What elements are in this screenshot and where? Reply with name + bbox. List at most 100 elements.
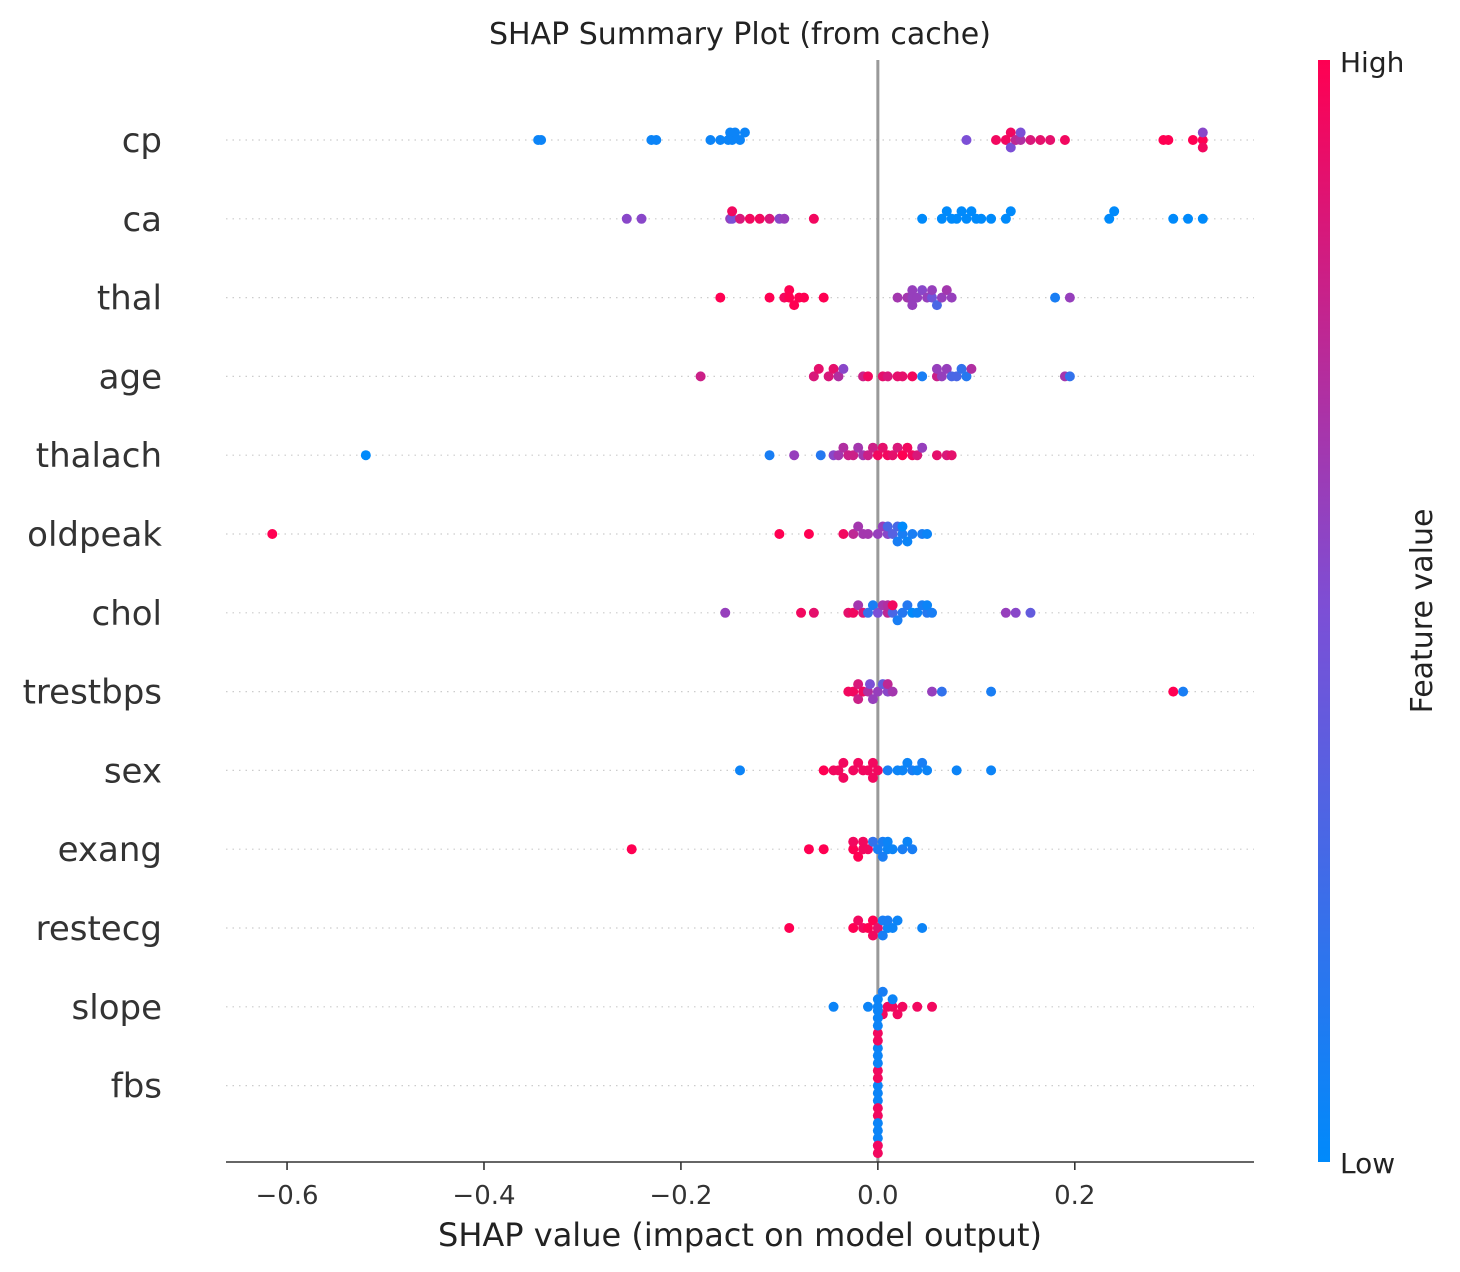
shap-point: [892, 1009, 903, 1020]
shap-point: [872, 1050, 883, 1061]
shap-point: [872, 1013, 883, 1024]
shap-point: [853, 679, 864, 690]
shap-point: [936, 213, 947, 224]
shap-point: [941, 285, 952, 296]
shap-point: [902, 442, 913, 453]
shap-point: [892, 536, 903, 547]
shap-point: [818, 844, 829, 855]
shap-point: [936, 686, 947, 697]
shap-point: [863, 686, 874, 697]
shap-point: [927, 686, 938, 697]
shap-point: [872, 1035, 883, 1046]
shap-point: [1025, 135, 1036, 145]
feature-label-exang: exang: [58, 830, 162, 870]
shap-point: [833, 765, 844, 776]
shap-point: [887, 607, 898, 618]
shap-point: [872, 1110, 883, 1121]
shap-point: [872, 686, 883, 697]
shap-point: [897, 607, 908, 618]
shap-point: [927, 285, 938, 296]
shap-point: [808, 213, 819, 224]
shap-point: [917, 285, 928, 296]
shap-point: [1187, 135, 1198, 145]
feature-label-cp: cp: [122, 121, 162, 161]
shap-point: [864, 679, 875, 690]
shap-point: [867, 772, 878, 783]
shap-point: [651, 135, 662, 145]
shap-point: [917, 923, 928, 933]
shap-point: [848, 923, 859, 933]
shap-point: [1168, 686, 1179, 697]
shap-point: [715, 135, 726, 145]
shap-point: [764, 213, 775, 224]
shap-point: [887, 686, 898, 697]
shap-point: [715, 292, 726, 303]
shap-point: [867, 915, 878, 926]
shap-point: [735, 213, 745, 224]
x-axis-label: SHAP value (impact on model output): [438, 1216, 1042, 1254]
shap-point: [1197, 142, 1208, 153]
feature-rows: cp ca thal age thalach oldpeak chol trestbps sex…: [23, 121, 1254, 1107]
shap-point: [727, 135, 738, 145]
shap-point: [892, 292, 903, 303]
shap-point: [789, 300, 800, 311]
shap-point: [887, 844, 898, 855]
shap-point: [803, 529, 814, 539]
shap-point: [961, 213, 972, 224]
shap-point: [813, 363, 824, 374]
shap-point: [803, 844, 814, 855]
shap-point: [1050, 292, 1061, 303]
shap-point: [877, 851, 888, 862]
shap-point: [727, 206, 738, 217]
shap-point: [848, 686, 859, 697]
feature-label-ca: ca: [122, 200, 162, 240]
feature-label-thalach: thalach: [36, 436, 162, 476]
shap-point: [789, 450, 800, 461]
shap-point: [872, 1005, 883, 1016]
shap-point: [853, 521, 864, 532]
shap-point: [956, 363, 967, 374]
shap-point: [536, 135, 547, 145]
shap-point: [863, 607, 874, 618]
shap-point: [897, 765, 908, 776]
shap-point: [1197, 135, 1208, 145]
shap-point: [784, 923, 795, 933]
shap-point: [917, 371, 928, 382]
shap-point: [867, 757, 878, 768]
shap-point: [1163, 135, 1174, 145]
shap-point: [872, 844, 883, 855]
shap-point: [720, 607, 731, 618]
shap-point: [897, 529, 908, 539]
shap-point: [1010, 607, 1021, 618]
shap-point: [887, 994, 898, 1005]
shap-point: [872, 1133, 883, 1144]
shap-point: [961, 371, 972, 382]
shap-point: [907, 285, 918, 296]
shap-point: [907, 300, 918, 311]
shap-point: [887, 529, 898, 539]
shap-point: [1025, 607, 1036, 618]
shap-point: [902, 757, 913, 768]
shap-point: [907, 844, 918, 855]
shap-point: [966, 363, 977, 374]
shap-point: [858, 836, 869, 847]
shap-point: [1109, 206, 1120, 217]
shap-point: [872, 529, 883, 539]
shap-point: [779, 213, 790, 224]
feature-label-trestbps: trestbps: [23, 673, 162, 713]
shap-point: [872, 1028, 883, 1039]
shap-point: [897, 844, 908, 855]
shap-point: [833, 371, 844, 382]
shap-point: [902, 600, 913, 611]
shap-point: [1197, 213, 1208, 224]
x-tick-label: 0.2: [1054, 1181, 1095, 1211]
shap-point: [730, 127, 741, 138]
shap-point: [872, 1058, 883, 1069]
shap-point: [872, 1148, 883, 1159]
shap-point: [848, 529, 859, 539]
shap-point: [838, 442, 849, 453]
shap-point: [1005, 142, 1016, 153]
shap-point: [941, 206, 952, 217]
shap-point: [946, 450, 957, 461]
